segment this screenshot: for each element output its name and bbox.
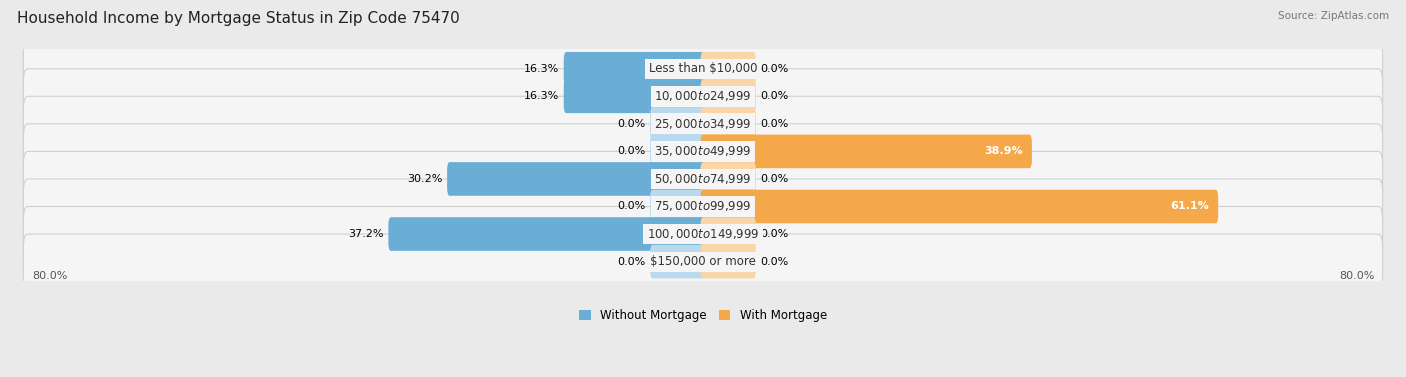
Text: $10,000 to $24,999: $10,000 to $24,999 — [654, 89, 752, 103]
FancyBboxPatch shape — [24, 207, 1382, 262]
Text: 0.0%: 0.0% — [761, 64, 789, 74]
FancyBboxPatch shape — [24, 179, 1382, 234]
Text: 0.0%: 0.0% — [761, 91, 789, 101]
FancyBboxPatch shape — [700, 107, 756, 141]
Text: 16.3%: 16.3% — [524, 64, 560, 74]
Text: $75,000 to $99,999: $75,000 to $99,999 — [654, 199, 752, 213]
Text: 0.0%: 0.0% — [761, 174, 789, 184]
Text: $100,000 to $149,999: $100,000 to $149,999 — [647, 227, 759, 241]
FancyBboxPatch shape — [650, 190, 706, 223]
FancyBboxPatch shape — [24, 96, 1382, 152]
FancyBboxPatch shape — [650, 107, 706, 141]
FancyBboxPatch shape — [24, 69, 1382, 124]
Text: 30.2%: 30.2% — [408, 174, 443, 184]
Text: 0.0%: 0.0% — [617, 119, 645, 129]
Text: Source: ZipAtlas.com: Source: ZipAtlas.com — [1278, 11, 1389, 21]
Text: Household Income by Mortgage Status in Zip Code 75470: Household Income by Mortgage Status in Z… — [17, 11, 460, 26]
FancyBboxPatch shape — [24, 234, 1382, 289]
Text: 0.0%: 0.0% — [761, 229, 789, 239]
FancyBboxPatch shape — [650, 245, 706, 278]
Text: 80.0%: 80.0% — [1339, 271, 1374, 281]
FancyBboxPatch shape — [24, 124, 1382, 179]
Text: 0.0%: 0.0% — [617, 201, 645, 211]
FancyBboxPatch shape — [650, 135, 706, 168]
Text: $150,000 or more: $150,000 or more — [650, 255, 756, 268]
FancyBboxPatch shape — [700, 80, 756, 113]
FancyBboxPatch shape — [24, 41, 1382, 96]
FancyBboxPatch shape — [700, 135, 1032, 168]
Text: 80.0%: 80.0% — [32, 271, 67, 281]
Text: 0.0%: 0.0% — [761, 119, 789, 129]
Text: 16.3%: 16.3% — [524, 91, 560, 101]
Text: Less than $10,000: Less than $10,000 — [648, 62, 758, 75]
Text: $25,000 to $34,999: $25,000 to $34,999 — [654, 117, 752, 131]
Text: 0.0%: 0.0% — [761, 257, 789, 267]
FancyBboxPatch shape — [700, 245, 756, 278]
FancyBboxPatch shape — [564, 52, 706, 86]
Legend: Without Mortgage, With Mortgage: Without Mortgage, With Mortgage — [574, 304, 832, 326]
FancyBboxPatch shape — [700, 217, 756, 251]
Text: 61.1%: 61.1% — [1170, 201, 1209, 211]
FancyBboxPatch shape — [700, 52, 756, 86]
Text: $50,000 to $74,999: $50,000 to $74,999 — [654, 172, 752, 186]
FancyBboxPatch shape — [388, 217, 706, 251]
FancyBboxPatch shape — [447, 162, 706, 196]
FancyBboxPatch shape — [700, 162, 756, 196]
Text: 38.9%: 38.9% — [984, 146, 1022, 156]
Text: 0.0%: 0.0% — [617, 146, 645, 156]
Text: $35,000 to $49,999: $35,000 to $49,999 — [654, 144, 752, 158]
FancyBboxPatch shape — [564, 80, 706, 113]
FancyBboxPatch shape — [24, 152, 1382, 207]
Text: 37.2%: 37.2% — [349, 229, 384, 239]
FancyBboxPatch shape — [700, 190, 1218, 223]
Text: 0.0%: 0.0% — [617, 257, 645, 267]
